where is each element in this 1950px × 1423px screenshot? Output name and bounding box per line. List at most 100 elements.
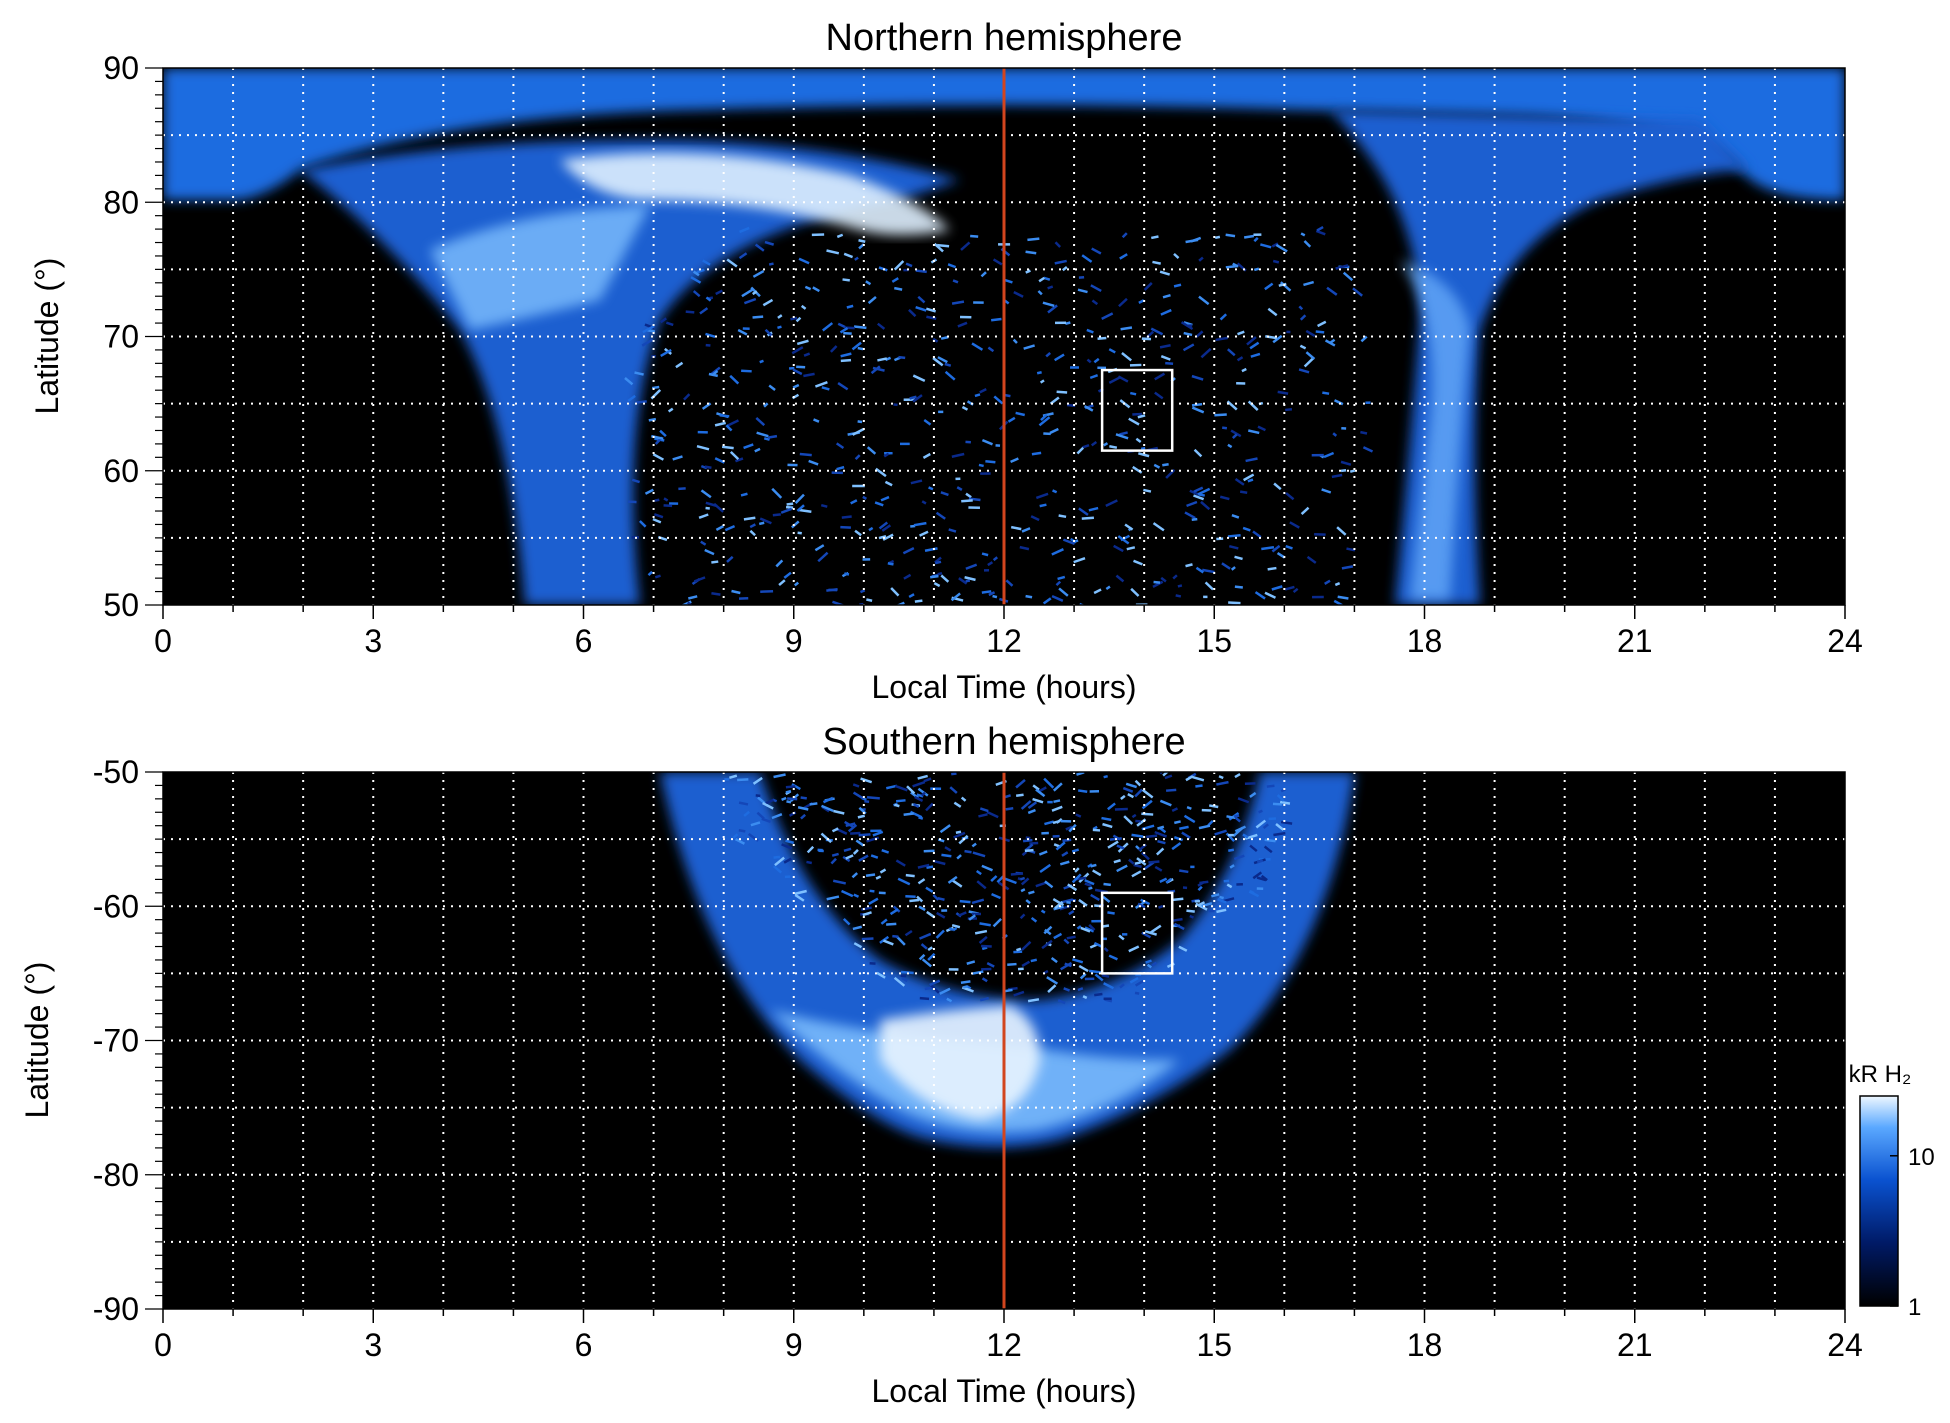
speckle-mark	[831, 827, 839, 833]
speckle-mark	[1072, 958, 1084, 964]
speckle-mark	[874, 501, 884, 507]
speckle-mark	[893, 260, 905, 271]
speckle-mark	[866, 795, 880, 800]
speckle-mark	[1228, 601, 1241, 605]
speckle-mark	[750, 821, 761, 827]
speckle-mark	[1102, 895, 1111, 903]
speckle-mark	[840, 358, 852, 363]
speckle-mark	[1027, 237, 1040, 242]
speckle-mark	[1239, 490, 1248, 494]
speckle-mark	[1028, 890, 1035, 895]
speckle-mark	[973, 301, 984, 304]
speckle-mark	[1244, 782, 1256, 786]
speckle-mark	[941, 909, 948, 912]
speckle-mark	[1116, 864, 1128, 873]
speckle-mark	[1272, 334, 1283, 344]
speckle-mark	[890, 587, 900, 597]
speckle-mark	[1128, 417, 1140, 426]
speckle-mark	[675, 361, 684, 369]
speckle-mark	[627, 500, 637, 504]
speckle-mark	[1059, 860, 1070, 866]
speckle-mark	[653, 513, 664, 519]
speckle-mark	[968, 497, 981, 502]
speckle-mark	[1058, 514, 1067, 519]
speckle-mark	[921, 500, 927, 505]
speckle-mark	[1023, 344, 1035, 350]
x-tick-label: 18	[1407, 623, 1443, 659]
speckle-mark	[1119, 983, 1125, 989]
speckle-mark	[749, 529, 756, 537]
speckle-mark	[796, 504, 805, 512]
speckle-mark	[981, 552, 989, 557]
speckle-mark	[857, 814, 866, 819]
south-y-axis-label: Latitude (°)	[19, 962, 55, 1119]
speckle-mark	[1092, 869, 1102, 877]
speckle-mark	[1191, 406, 1205, 414]
speckle-mark	[1076, 925, 1082, 930]
speckle-mark	[847, 823, 858, 833]
speckle-mark	[759, 517, 772, 525]
speckle-mark	[1298, 305, 1304, 311]
speckle-mark	[1253, 233, 1262, 237]
speckle-mark	[797, 531, 802, 535]
speckle-mark	[1289, 521, 1300, 529]
speckle-mark	[1160, 354, 1171, 361]
speckle-mark	[918, 953, 926, 961]
speckle-mark	[875, 875, 882, 880]
speckle-mark	[876, 971, 886, 979]
speckle-mark	[1054, 900, 1064, 910]
speckle-mark	[1266, 784, 1275, 788]
speckle-mark	[741, 288, 754, 298]
speckle-mark	[905, 873, 915, 878]
speckle-mark	[1234, 816, 1241, 823]
speckle-mark	[1019, 913, 1026, 920]
speckle-mark	[800, 304, 807, 310]
speckle-mark	[787, 797, 798, 801]
speckle-mark	[895, 859, 906, 867]
speckle-mark	[741, 369, 752, 373]
speckle-mark	[1020, 877, 1030, 886]
speckle-mark	[1241, 367, 1247, 373]
speckle-mark	[1035, 881, 1047, 888]
speckle-mark	[1332, 432, 1338, 437]
speckle-mark	[696, 444, 710, 451]
speckle-mark	[1247, 429, 1260, 435]
speckle-mark	[852, 427, 865, 436]
speckle-mark	[840, 525, 851, 529]
speckle-mark	[1007, 962, 1017, 966]
speckle-mark	[665, 321, 674, 327]
x-tick-label: 21	[1617, 623, 1653, 659]
speckle-mark	[669, 502, 679, 505]
speckle-mark	[1093, 588, 1102, 595]
speckle-mark	[1049, 427, 1059, 435]
speckle-mark	[1063, 987, 1071, 992]
speckle-mark	[711, 592, 721, 596]
speckle-mark	[916, 793, 924, 798]
speckle-mark	[940, 574, 950, 583]
speckle-mark	[1040, 909, 1046, 914]
speckle-mark	[624, 377, 634, 386]
speckle-mark	[1326, 286, 1338, 296]
speckle-mark	[1171, 807, 1179, 813]
speckle-mark	[971, 842, 977, 848]
speckle-mark	[1031, 451, 1042, 456]
speckle-mark	[647, 570, 653, 577]
speckle-mark	[774, 856, 785, 867]
speckle-mark	[737, 328, 748, 336]
speckle-mark	[743, 810, 750, 817]
speckle-mark	[1200, 500, 1211, 511]
speckle-mark	[704, 465, 712, 470]
y-tick-label: 80	[103, 184, 139, 220]
y-tick-label: 90	[103, 50, 139, 86]
speckle-mark	[1231, 433, 1238, 439]
colorbar-label: kR H₂	[1849, 1061, 1912, 1088]
speckle-mark	[742, 327, 750, 331]
speckle-mark	[893, 403, 898, 407]
speckle-mark	[1173, 252, 1180, 259]
speckle-mark	[1055, 580, 1062, 587]
x-tick-label: 9	[785, 623, 803, 659]
speckle-mark	[1195, 566, 1205, 574]
speckle-mark	[972, 851, 986, 858]
speckle-mark	[1271, 544, 1281, 553]
speckle-mark	[792, 383, 800, 389]
